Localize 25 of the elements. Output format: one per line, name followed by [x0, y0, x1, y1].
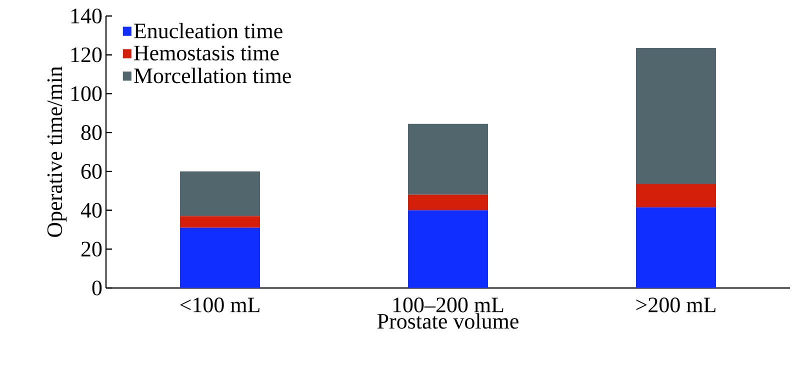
x-tick-label: >200 mL — [636, 298, 716, 312]
legend-label: Morcellation time — [134, 68, 291, 84]
y-tick-label: 120 — [71, 47, 102, 62]
bar — [408, 210, 488, 288]
bar — [636, 48, 716, 184]
y-tick-label: 100 — [71, 86, 102, 102]
y-tick-label: 0 — [92, 280, 102, 296]
y-tick-label: 20 — [81, 242, 102, 257]
y-tick-label: 140 — [71, 8, 102, 24]
y-axis-title: Operative time/min — [47, 66, 67, 237]
x-tick-label: <100 mL — [180, 298, 260, 312]
x-tick-label: 100–200 mL — [393, 298, 504, 312]
y-tick-label: 40 — [80, 202, 102, 218]
bar — [636, 184, 716, 208]
bar — [408, 124, 488, 195]
legend-label: Enucleation time — [134, 22, 282, 38]
bar — [180, 228, 260, 288]
y-tick-label: 80 — [81, 125, 102, 140]
bar — [408, 194, 488, 210]
bar — [636, 207, 716, 288]
y-tick-label: 60 — [81, 164, 102, 179]
legend-label: Hemostasis time — [134, 46, 279, 60]
bar — [180, 171, 260, 216]
bar — [180, 216, 260, 228]
x-axis-title: Prostate volume — [377, 313, 518, 329]
